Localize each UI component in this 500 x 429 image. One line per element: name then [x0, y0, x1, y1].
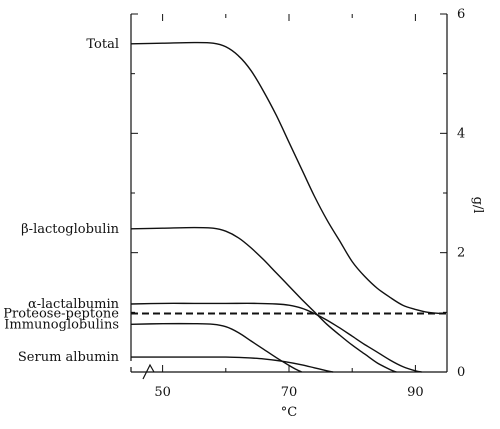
series-labels: Total β-lactoglobulin α-lactalbuminProteos… — [3, 37, 119, 365]
y-tick-label: 4 — [457, 126, 465, 141]
series-line-total — [130, 41, 441, 315]
series-label-proteose-peptone: Proteose-peptone — [3, 307, 119, 322]
x-tick-label: 90 — [407, 385, 424, 400]
y-tick-label: 6 — [457, 7, 465, 22]
y-ticks: 0 2 4 6 — [131, 7, 465, 380]
series-line-immunoglobulins — [130, 322, 302, 373]
series-line-serum-albumin — [131, 356, 334, 373]
series-label-serum-albumin: Serum albumin — [18, 350, 120, 365]
y-tick-label: 0 — [457, 365, 465, 380]
series-line-lactoglobulin — [130, 226, 397, 373]
x-axis-title: °C — [281, 405, 298, 420]
x-tick-label: 50 — [154, 385, 171, 400]
series-label-lactoglobulin: β-lactoglobulin — [21, 222, 119, 237]
x-ticks: 50 70 90 — [154, 14, 424, 400]
x-tick-label: 70 — [281, 385, 298, 400]
series-label-total: Total — [86, 37, 119, 52]
y-tick-label: 2 — [457, 246, 465, 261]
chart-series — [130, 41, 447, 373]
y-axis-title: g/l — [470, 197, 485, 214]
series-label-lactalbumin: α-lactalbumin — [28, 297, 120, 312]
series-label-immunoglobulins: Immunoglobulins — [4, 317, 119, 332]
series-line-lactalbumin — [130, 302, 422, 373]
axis-break-mark — [142, 363, 155, 380]
